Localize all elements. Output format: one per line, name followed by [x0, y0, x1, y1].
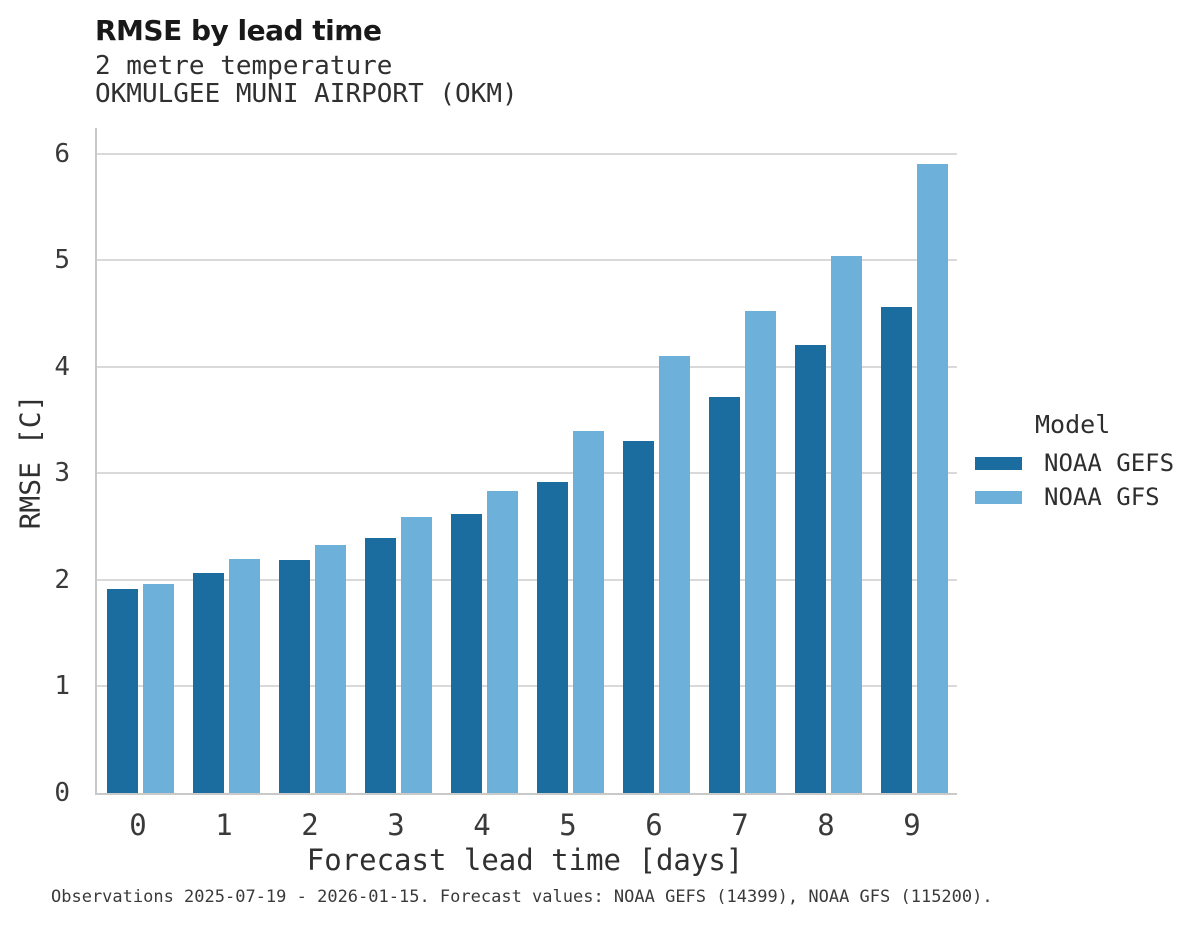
- bar-noaa-gefs-lead3: [364, 538, 396, 793]
- bar-noaa-gfs-lead7: [744, 311, 776, 793]
- gridline-y5: [97, 259, 957, 262]
- legend-label-noaa-gefs: NOAA GEFS: [1044, 449, 1175, 477]
- bar-group-1: [183, 128, 269, 793]
- gridline-y1: [97, 685, 957, 688]
- chart-title: RMSE by lead time: [95, 14, 382, 47]
- bar-noaa-gefs-lead4: [450, 513, 482, 793]
- bar-group-0: [97, 128, 183, 793]
- bar-noaa-gefs-lead7: [708, 396, 740, 793]
- gridline-y2: [97, 578, 957, 581]
- bar-noaa-gfs-lead2: [314, 544, 346, 793]
- gridline-y4: [97, 365, 957, 368]
- gridline-y3: [97, 472, 957, 475]
- bar-noaa-gefs-lead0: [106, 589, 138, 793]
- bar-groups: [97, 128, 957, 793]
- y-tick-1: 1: [54, 671, 70, 702]
- bar-noaa-gefs-lead5: [536, 481, 568, 793]
- legend: Model NOAA GEFS NOAA GFS: [975, 410, 1174, 518]
- bar-noaa-gefs-lead2: [278, 559, 310, 793]
- chart-header: RMSE by lead time 2 metre temperature OK…: [95, 14, 518, 108]
- x-tick-0: 0: [129, 808, 147, 842]
- y-tick-5: 5: [54, 245, 70, 276]
- x-tick-2: 2: [301, 808, 319, 842]
- legend-swatch-noaa-gfs: [975, 490, 1022, 504]
- bar-noaa-gefs-lead1: [192, 573, 224, 793]
- y-tick-6: 6: [54, 138, 70, 169]
- y-tick-4: 4: [54, 351, 70, 382]
- bar-group-4: [441, 128, 527, 793]
- bar-noaa-gefs-lead8: [794, 345, 826, 793]
- bar-noaa-gfs-lead4: [486, 491, 518, 793]
- x-tick-3: 3: [387, 808, 405, 842]
- bar-noaa-gfs-lead0: [142, 584, 174, 793]
- legend-swatch-noaa-gefs: [975, 456, 1022, 470]
- x-tick-4: 4: [473, 808, 491, 842]
- legend-title: Model: [1035, 410, 1111, 439]
- y-tick-0: 0: [54, 778, 70, 808]
- bar-noaa-gfs-lead1: [228, 558, 260, 793]
- bar-noaa-gfs-lead6: [658, 356, 690, 793]
- legend-item-noaa-gfs: NOAA GFS: [975, 483, 1174, 511]
- bar-noaa-gfs-lead8: [830, 255, 862, 793]
- bar-noaa-gefs-lead9: [880, 307, 912, 793]
- bar-noaa-gfs-lead9: [916, 164, 948, 793]
- bar-group-5: [527, 128, 613, 793]
- legend-label-noaa-gfs: NOAA GFS: [1044, 483, 1160, 511]
- caption: Observations 2025-07-19 - 2026-01-15. Fo…: [51, 887, 993, 907]
- bar-noaa-gfs-lead5: [572, 430, 604, 793]
- x-tick-6: 6: [645, 808, 663, 842]
- bar-group-3: [355, 128, 441, 793]
- bar-group-6: [613, 128, 699, 793]
- x-tick-7: 7: [731, 808, 749, 842]
- x-tick-9: 9: [903, 808, 921, 842]
- bar-group-7: [699, 128, 785, 793]
- gridline-y6: [97, 152, 957, 155]
- chart-subtitle-variable: 2 metre temperature: [95, 51, 393, 81]
- bar-group-2: [269, 128, 355, 793]
- bar-group-9: [871, 128, 957, 793]
- x-tick-1: 1: [215, 808, 233, 842]
- legend-items: NOAA GEFS NOAA GFS: [975, 449, 1175, 511]
- y-tick-2: 2: [54, 564, 70, 595]
- plot-area: [95, 128, 957, 795]
- bar-noaa-gfs-lead3: [400, 516, 432, 793]
- x-axis-label: Forecast lead time [days]: [306, 843, 744, 877]
- x-tick-8: 8: [817, 808, 835, 842]
- y-tick-3: 3: [54, 458, 70, 489]
- bar-group-8: [785, 128, 871, 793]
- x-tick-5: 5: [559, 808, 577, 842]
- chart-subtitle-station: OKMULGEE MUNI AIRPORT (OKM): [95, 79, 518, 109]
- bar-noaa-gefs-lead6: [622, 441, 654, 793]
- x-axis-ticks: 0 1 2 3 4 5 6 7 8 9: [95, 808, 955, 842]
- legend-item-noaa-gefs: NOAA GEFS: [975, 449, 1175, 477]
